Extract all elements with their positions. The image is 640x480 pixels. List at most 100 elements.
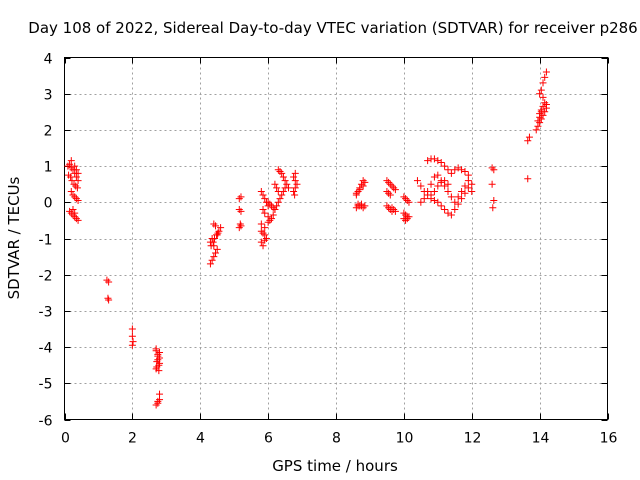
- data-point: [291, 184, 299, 192]
- data-point: [283, 180, 291, 188]
- data-point: [268, 202, 276, 210]
- data-point: [402, 195, 410, 203]
- data-point: [541, 73, 549, 81]
- data-point: [541, 99, 549, 107]
- data-point: [461, 168, 469, 176]
- data-point: [259, 229, 267, 237]
- y-tick-label: -3: [39, 305, 53, 321]
- data-point: [430, 187, 438, 195]
- data-point: [461, 182, 469, 190]
- data-point: [210, 253, 218, 261]
- data-point: [403, 215, 411, 223]
- y-tick-label: -6: [39, 414, 53, 430]
- data-point: [214, 229, 222, 237]
- data-points: [64, 68, 550, 409]
- data-point: [152, 345, 160, 353]
- data-point: [68, 177, 76, 185]
- data-point: [434, 182, 442, 190]
- data-point: [352, 204, 360, 212]
- data-point: [210, 242, 218, 250]
- data-point: [217, 224, 225, 232]
- y-axis-ticks: -6 -5 -4 -3 -2 -1 0 1 2 3 4: [39, 52, 608, 430]
- data-point: [454, 164, 462, 172]
- data-point: [539, 93, 547, 101]
- data-point: [354, 200, 362, 208]
- data-point: [413, 177, 421, 185]
- data-point: [542, 68, 550, 76]
- data-point: [279, 173, 287, 181]
- data-point: [293, 180, 301, 188]
- data-point: [537, 108, 545, 116]
- data-point: [458, 166, 466, 174]
- data-point: [420, 195, 428, 203]
- data-point: [441, 206, 449, 214]
- data-point: [490, 196, 498, 204]
- data-point: [383, 202, 391, 210]
- data-point: [269, 204, 277, 212]
- data-point: [359, 204, 367, 212]
- data-point: [359, 182, 367, 190]
- data-point: [66, 160, 74, 168]
- data-point: [454, 193, 462, 201]
- data-point: [291, 191, 299, 199]
- data-point: [458, 187, 466, 195]
- data-point: [257, 220, 265, 228]
- data-point: [273, 184, 281, 192]
- y-tick-label: 0: [44, 196, 53, 212]
- data-point: [72, 195, 80, 203]
- data-point: [524, 175, 532, 183]
- data-point: [213, 245, 221, 253]
- data-point: [386, 191, 394, 199]
- data-point: [278, 191, 286, 199]
- data-point: [237, 207, 245, 215]
- data-point: [64, 162, 72, 170]
- point-cluster: [128, 325, 137, 349]
- data-point: [264, 218, 272, 226]
- data-point: [447, 169, 455, 177]
- data-point: [451, 198, 459, 206]
- data-point: [354, 187, 362, 195]
- data-point: [427, 191, 435, 199]
- grid-lines: [64, 57, 608, 420]
- data-point: [391, 186, 399, 194]
- data-point: [532, 126, 540, 134]
- data-point: [290, 187, 298, 195]
- x-axis-ticks: 0 2 4 6 8 10 12 14 16: [61, 57, 617, 447]
- data-point: [417, 182, 425, 190]
- data-point: [237, 193, 245, 201]
- y-tick-label: 2: [44, 124, 53, 140]
- y-tick-label: 3: [44, 88, 53, 104]
- data-point: [274, 166, 282, 174]
- x-axis-label: GPS time / hours: [272, 457, 398, 475]
- data-point: [400, 193, 408, 201]
- data-point: [441, 162, 449, 170]
- data-point: [105, 278, 113, 286]
- data-point: [70, 180, 78, 188]
- data-point: [405, 213, 413, 221]
- data-point: [488, 180, 496, 188]
- data-point: [156, 359, 164, 367]
- x-tick-label: 8: [332, 431, 341, 447]
- data-point: [539, 102, 547, 110]
- data-point: [525, 133, 533, 141]
- data-point: [536, 90, 544, 98]
- data-point: [437, 202, 445, 210]
- x-tick-label: 2: [128, 431, 137, 447]
- data-point: [67, 209, 75, 217]
- data-point: [357, 202, 365, 210]
- data-point: [206, 260, 214, 268]
- data-point: [271, 206, 279, 214]
- data-point: [155, 367, 163, 375]
- data-point: [441, 177, 449, 185]
- data-point: [352, 189, 360, 197]
- data-point: [69, 211, 77, 219]
- data-point: [490, 166, 498, 174]
- data-point: [434, 157, 442, 165]
- data-point: [274, 187, 282, 195]
- data-point: [71, 162, 79, 170]
- point-cluster: [257, 166, 301, 250]
- data-point: [278, 169, 286, 177]
- data-point: [213, 231, 221, 239]
- data-point: [434, 198, 442, 206]
- data-point: [261, 236, 269, 244]
